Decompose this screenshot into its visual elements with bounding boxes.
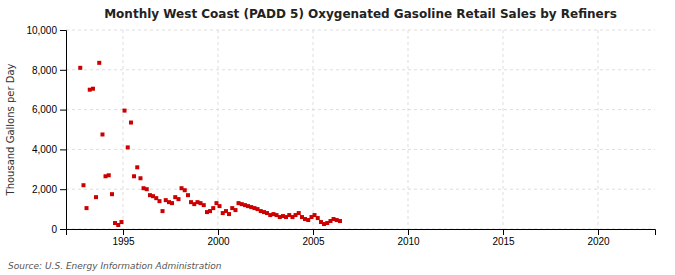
annotation: Source: U.S. Energy Information Administ… xyxy=(8,261,222,271)
x-axis-tick-mark xyxy=(123,229,124,235)
y-axis-line xyxy=(60,31,67,230)
point xyxy=(183,188,187,192)
point xyxy=(91,87,95,91)
point xyxy=(135,165,139,169)
plot-area: 1995 2000 2005 2010 2015 2020 0 2,000 4,000 6,000… xyxy=(26,25,655,247)
point xyxy=(138,176,142,180)
y-axis: 0 2,000 4,000 6,000 8,000 10,000 xyxy=(26,25,66,235)
x-axis-tick: 2010 xyxy=(397,229,420,247)
point xyxy=(176,197,180,201)
point xyxy=(85,206,89,210)
y-axis-tick-mark xyxy=(60,229,66,230)
x-axis-tick: 2005 xyxy=(302,229,325,247)
x-axis-tick-label: 2005 xyxy=(302,236,325,247)
grid-line-x xyxy=(503,30,504,229)
point xyxy=(78,66,82,70)
x-axis-tick: 1995 xyxy=(112,229,135,247)
x-axis-tick-mark xyxy=(408,229,409,235)
point xyxy=(161,209,165,213)
point xyxy=(316,216,320,220)
y-axis-tick-mark xyxy=(60,189,66,190)
grid-line-y xyxy=(66,189,655,190)
x-axis-tick: 2020 xyxy=(587,229,610,247)
grid-line-x xyxy=(123,30,124,229)
point xyxy=(100,132,104,136)
y-axis-tick-label: 10,000 xyxy=(26,25,57,36)
y-axis-tick: 6,000 xyxy=(32,104,66,115)
y-axis-tick-label: 8,000 xyxy=(32,65,57,76)
point xyxy=(119,220,123,224)
point xyxy=(126,145,130,149)
point xyxy=(107,173,111,177)
grid-line-y xyxy=(66,109,655,110)
y-axis-tick: 0 xyxy=(51,224,66,235)
x-axis-tick-label: 2010 xyxy=(397,236,420,247)
point xyxy=(97,61,101,65)
point xyxy=(129,121,133,125)
chart: 1995 2000 2005 2010 2015 2020 0 2,000 4,000 6,000… xyxy=(0,0,675,275)
y-axis-tick-mark xyxy=(60,110,66,111)
point xyxy=(170,201,174,205)
grid-line-y xyxy=(66,30,655,31)
x-axis-tick-mark xyxy=(598,229,599,235)
y-axis-tick-label: 2,000 xyxy=(32,184,57,195)
point xyxy=(110,192,114,196)
grid-line-y xyxy=(66,69,655,70)
y-axis-title: Thousand Gallons per Day xyxy=(5,63,16,196)
grid-line-x xyxy=(598,30,599,229)
x-axis: 1995 2000 2005 2010 2015 2020 xyxy=(67,229,656,247)
y-axis-tick-mark xyxy=(60,149,66,150)
y-axis-tick-label: 4,000 xyxy=(32,144,57,155)
point xyxy=(186,193,190,197)
y-axis-tick-mark xyxy=(60,30,66,31)
point xyxy=(218,204,222,208)
x-axis-tick-mark xyxy=(313,229,314,235)
points xyxy=(78,61,342,227)
x-axis-tick-label: 1995 xyxy=(112,236,135,247)
grid xyxy=(66,30,655,229)
x-axis-tick: 2015 xyxy=(492,229,515,247)
point xyxy=(211,206,215,210)
x-axis-tick: 2000 xyxy=(207,229,230,247)
point xyxy=(338,219,342,223)
grid-line-x xyxy=(313,30,314,229)
point xyxy=(81,183,85,187)
y-axis-tick: 10,000 xyxy=(26,25,66,36)
y-axis-tick-label: 6,000 xyxy=(32,104,57,115)
point xyxy=(227,212,231,216)
grid-line-y xyxy=(66,149,655,150)
y-axis-tick: 4,000 xyxy=(32,144,66,155)
x-axis-tick-mark xyxy=(503,229,504,235)
grid-line-x xyxy=(218,30,219,229)
x-axis-tick-label: 2000 xyxy=(207,236,230,247)
x-axis-tick-label: 2020 xyxy=(587,236,610,247)
x-axis-tick-mark xyxy=(218,229,219,235)
grid-line-x xyxy=(408,30,409,229)
x-axis-line xyxy=(67,230,656,236)
point xyxy=(123,109,127,113)
point xyxy=(297,211,301,215)
y-axis-tick: 2,000 xyxy=(32,184,66,195)
y-axis-tick-mark xyxy=(60,70,66,71)
point xyxy=(202,203,206,207)
x-axis-tick-label: 2015 xyxy=(492,236,515,247)
point xyxy=(233,208,237,212)
y-axis-tick: 8,000 xyxy=(32,65,66,76)
point xyxy=(132,174,136,178)
point xyxy=(94,195,98,199)
y-axis-tick-label: 0 xyxy=(51,224,57,235)
title: Monthly West Coast (PADD 5) Oxygenated G… xyxy=(104,7,617,21)
point xyxy=(145,187,149,191)
point xyxy=(157,199,161,203)
